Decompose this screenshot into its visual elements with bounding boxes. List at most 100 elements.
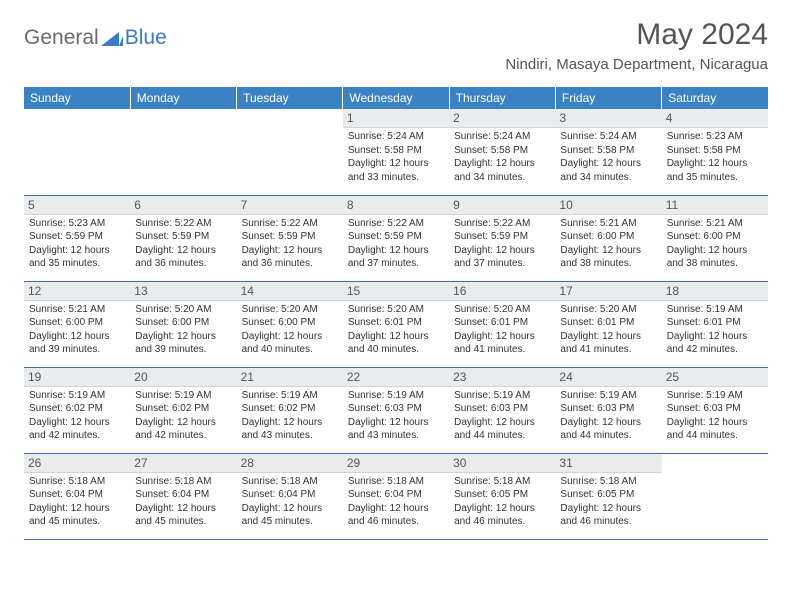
calendar-cell: 7Sunrise: 5:22 AMSunset: 5:59 PMDaylight…: [237, 195, 343, 281]
day-number: 4: [662, 109, 768, 128]
day-number: 21: [237, 368, 343, 387]
calendar-cell: 30 Sunrise: 5:18 AMSunset: 6:05 PMDayligh…: [449, 453, 555, 539]
calendar-cell: 31 Sunrise: 5:18 AMSunset: 6:05 PMDayligh…: [555, 453, 661, 539]
calendar-cell: 4 Sunrise: 5:23 AMSunset: 5:58 PMDaylight…: [662, 109, 768, 195]
day-number: 3: [555, 109, 661, 128]
month-title: May 2024: [505, 18, 768, 52]
title-block: May 2024 Nindiri, Masaya Department, Nic…: [505, 18, 768, 73]
day-number: 15: [343, 282, 449, 301]
calendar-row: 26 Sunrise: 5:18 AMSunset: 6:04 PMDayligh…: [24, 453, 768, 539]
calendar-cell: 19 Sunrise: 5:19 AMSunset: 6:02 PMDayligh…: [24, 367, 130, 453]
day-data: Sunrise: 5:18 AMSunset: 6:04 PMDaylight:…: [348, 475, 444, 529]
calendar-cell: 25 Sunrise: 5:19 AMSunset: 6:03 PMDayligh…: [662, 367, 768, 453]
calendar-cell: 1 Sunrise: 5:24 AMSunset: 5:58 PMDaylight…: [343, 109, 449, 195]
day-number: 2: [449, 109, 555, 128]
logo-text-general: General: [24, 26, 99, 50]
day-number: 11: [662, 196, 768, 215]
calendar-cell: 6 Sunrise: 5:22 AMSunset: 5:59 PMDaylight…: [130, 195, 236, 281]
day-data: Sunrise: 5:19 AMSunset: 6:03 PMDaylight:…: [454, 389, 550, 443]
calendar-cell: 16 Sunrise: 5:20 AMSunset: 6:01 PMDayligh…: [449, 281, 555, 367]
day-number: 22: [343, 368, 449, 387]
day-data: Sunrise: 5:18 AMSunset: 6:04 PMDaylight:…: [135, 475, 231, 529]
day-data: Sunrise: 5:22 AMSunset: 5:59 PMDaylight:…: [348, 217, 444, 271]
calendar-cell: .: [237, 109, 343, 195]
day-data: Sunrise: 5:19 AMSunset: 6:01 PMDaylight:…: [667, 303, 763, 357]
day-data: Sunrise: 5:22 AMSunset: 5:59 PMDaylight:…: [242, 217, 338, 271]
calendar-cell: 20 Sunrise: 5:19 AMSunset: 6:02 PMDayligh…: [130, 367, 236, 453]
day-number: 27: [130, 454, 236, 473]
calendar-cell: 26Sunrise: 5:18 AMSunset: 6:04 PMDayligh…: [24, 453, 130, 539]
day-number: 13: [130, 282, 236, 301]
calendar-cell: 22Sunrise: 5:19 AMSunset: 6:03 PMDayligh…: [343, 367, 449, 453]
calendar-cell: 15 Sunrise: 5:20 AMSunset: 6:01 PMDayligh…: [343, 281, 449, 367]
day-data: Sunrise: 5:18 AMSunset: 6:04 PMDaylight:…: [242, 475, 338, 529]
day-data: Sunrise: 5:23 AMSunset: 5:59 PMDaylight:…: [29, 217, 125, 271]
calendar-table: SundayMondayTuesdayWednesdayThursdayFrid…: [24, 87, 768, 540]
weekday-header: Sunday: [24, 87, 130, 109]
day-number: 16: [449, 282, 555, 301]
day-data: Sunrise: 5:20 AMSunset: 6:01 PMDaylight:…: [348, 303, 444, 357]
day-data: Sunrise: 5:20 AMSunset: 6:00 PMDaylight:…: [242, 303, 338, 357]
day-data: Sunrise: 5:24 AMSunset: 5:58 PMDaylight:…: [348, 130, 444, 184]
day-data: Sunrise: 5:19 AMSunset: 6:02 PMDaylight:…: [29, 389, 125, 443]
logo: General Blue: [24, 18, 167, 50]
calendar-cell: 13Sunrise: 5:20 AMSunset: 6:00 PMDayligh…: [130, 281, 236, 367]
location-text: Nindiri, Masaya Department, Nicaragua: [505, 56, 768, 73]
calendar-cell: 23Sunrise: 5:19 AMSunset: 6:03 PMDayligh…: [449, 367, 555, 453]
day-data: Sunrise: 5:22 AMSunset: 5:59 PMDaylight:…: [135, 217, 231, 271]
day-number: 19: [24, 368, 130, 387]
day-number: 26: [24, 454, 130, 473]
calendar-row: 5 Sunrise: 5:23 AMSunset: 5:59 PMDaylight…: [24, 195, 768, 281]
day-number: 12: [24, 282, 130, 301]
calendar-cell: 10Sunrise: 5:21 AMSunset: 6:00 PMDayligh…: [555, 195, 661, 281]
calendar-row: 19 Sunrise: 5:19 AMSunset: 6:02 PMDayligh…: [24, 367, 768, 453]
day-data: Sunrise: 5:18 AMSunset: 6:05 PMDaylight:…: [454, 475, 550, 529]
calendar-cell: 21 Sunrise: 5:19 AMSunset: 6:02 PMDayligh…: [237, 367, 343, 453]
weekday-header: Saturday: [662, 87, 768, 109]
day-data: Sunrise: 5:18 AMSunset: 6:05 PMDaylight:…: [560, 475, 656, 529]
day-data: Sunrise: 5:19 AMSunset: 6:02 PMDaylight:…: [135, 389, 231, 443]
day-number: 5: [24, 196, 130, 215]
calendar-cell: 8Sunrise: 5:22 AMSunset: 5:59 PMDaylight…: [343, 195, 449, 281]
day-data: Sunrise: 5:21 AMSunset: 6:00 PMDaylight:…: [667, 217, 763, 271]
day-number: 31: [555, 454, 661, 473]
calendar-cell: 17 Sunrise: 5:20 AMSunset: 6:01 PMDayligh…: [555, 281, 661, 367]
calendar-header-row: SundayMondayTuesdayWednesdayThursdayFrid…: [24, 87, 768, 109]
weekday-header: Tuesday: [237, 87, 343, 109]
day-data: Sunrise: 5:24 AMSunset: 5:58 PMDaylight:…: [454, 130, 550, 184]
day-number: 25: [662, 368, 768, 387]
day-number: 6: [130, 196, 236, 215]
header: General Blue May 2024 Nindiri, Masaya De…: [24, 18, 768, 73]
day-data: Sunrise: 5:23 AMSunset: 5:58 PMDaylight:…: [667, 130, 763, 184]
day-number: 1: [343, 109, 449, 128]
day-data: Sunrise: 5:19 AMSunset: 6:03 PMDaylight:…: [560, 389, 656, 443]
calendar-cell: 28 Sunrise: 5:18 AMSunset: 6:04 PMDayligh…: [237, 453, 343, 539]
day-data: Sunrise: 5:20 AMSunset: 6:01 PMDaylight:…: [454, 303, 550, 357]
day-data: Sunrise: 5:20 AMSunset: 6:01 PMDaylight:…: [560, 303, 656, 357]
day-data: Sunrise: 5:21 AMSunset: 6:00 PMDaylight:…: [29, 303, 125, 357]
weekday-header: Friday: [555, 87, 661, 109]
calendar-row: 12 Sunrise: 5:21 AMSunset: 6:00 PMDayligh…: [24, 281, 768, 367]
day-number: 17: [555, 282, 661, 301]
day-number: 18: [662, 282, 768, 301]
calendar-cell: 5 Sunrise: 5:23 AMSunset: 5:59 PMDaylight…: [24, 195, 130, 281]
calendar-body: ...1Sunrise: 5:24 AMSunset: 5:58 PMDayli…: [24, 109, 768, 539]
calendar-cell: 29Sunrise: 5:18 AMSunset: 6:04 PMDayligh…: [343, 453, 449, 539]
day-number: 30: [449, 454, 555, 473]
day-data: Sunrise: 5:22 AMSunset: 5:59 PMDaylight:…: [454, 217, 550, 271]
logo-triangle-icon: [101, 30, 123, 46]
day-number: 9: [449, 196, 555, 215]
day-number: 24: [555, 368, 661, 387]
day-data: Sunrise: 5:19 AMSunset: 6:03 PMDaylight:…: [667, 389, 763, 443]
day-data: Sunrise: 5:19 AMSunset: 6:02 PMDaylight:…: [242, 389, 338, 443]
day-number: 20: [130, 368, 236, 387]
calendar-cell: .: [662, 453, 768, 539]
calendar-cell: 3Sunrise: 5:24 AMSunset: 5:58 PMDaylight…: [555, 109, 661, 195]
calendar-cell: 27 Sunrise: 5:18 AMSunset: 6:04 PMDayligh…: [130, 453, 236, 539]
weekday-header: Thursday: [449, 87, 555, 109]
calendar-cell: .: [130, 109, 236, 195]
weekday-header: Monday: [130, 87, 236, 109]
logo-text-blue: Blue: [125, 26, 167, 50]
weekday-header: Wednesday: [343, 87, 449, 109]
day-number: 28: [237, 454, 343, 473]
